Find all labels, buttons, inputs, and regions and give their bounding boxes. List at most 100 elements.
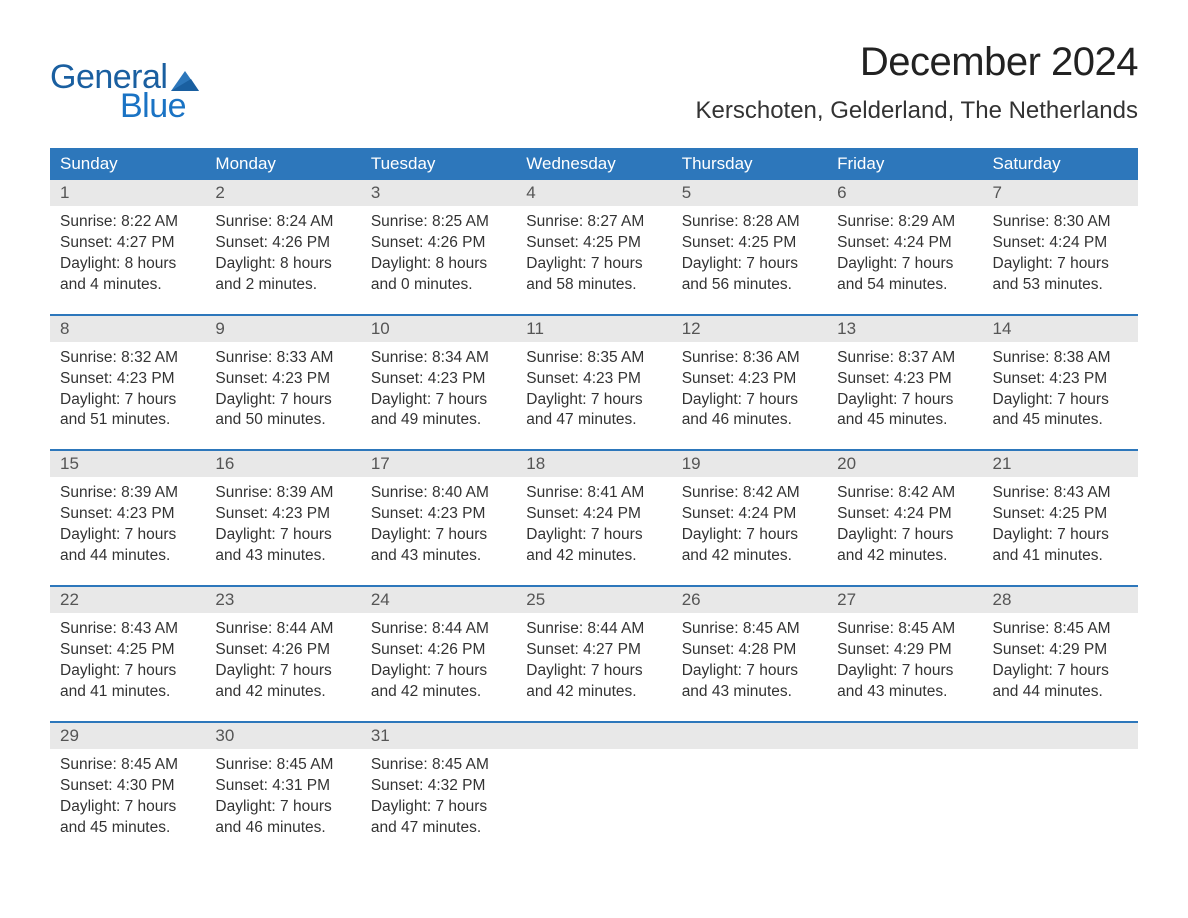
weekday-header: Sunday: [50, 148, 205, 180]
sunset-line: Sunset: 4:25 PM: [682, 233, 817, 254]
daylight-line-2: and 42 minutes.: [526, 546, 661, 567]
daylight-line-1: Daylight: 7 hours: [60, 525, 195, 546]
sunrise-line: Sunrise: 8:22 AM: [60, 212, 195, 233]
daylight-line-1: Daylight: 7 hours: [993, 390, 1128, 411]
day-detail-cell: Sunrise: 8:39 AMSunset: 4:23 PMDaylight:…: [50, 477, 205, 567]
sunset-line: Sunset: 4:24 PM: [837, 504, 972, 525]
day-details-row: Sunrise: 8:32 AMSunset: 4:23 PMDaylight:…: [50, 342, 1138, 432]
sunset-line: Sunset: 4:27 PM: [526, 640, 661, 661]
day-number: 24: [361, 587, 516, 613]
weekday-header: Saturday: [983, 148, 1138, 180]
day-number: 4: [516, 180, 671, 206]
day-detail-cell: Sunrise: 8:24 AMSunset: 4:26 PMDaylight:…: [205, 206, 360, 296]
day-detail-cell: Sunrise: 8:45 AMSunset: 4:31 PMDaylight:…: [205, 749, 360, 839]
daylight-line-1: Daylight: 8 hours: [215, 254, 350, 275]
day-number: 18: [516, 451, 671, 477]
sunrise-line: Sunrise: 8:39 AM: [60, 483, 195, 504]
day-detail-cell: Sunrise: 8:40 AMSunset: 4:23 PMDaylight:…: [361, 477, 516, 567]
daylight-line-1: Daylight: 7 hours: [682, 525, 817, 546]
day-number: 10: [361, 316, 516, 342]
logo-text-blue: Blue: [120, 87, 199, 126]
day-number-row: 891011121314: [50, 316, 1138, 342]
day-detail-cell: Sunrise: 8:45 AMSunset: 4:29 PMDaylight:…: [983, 613, 1138, 703]
day-detail-cell: Sunrise: 8:37 AMSunset: 4:23 PMDaylight:…: [827, 342, 982, 432]
day-number-row: 15161718192021: [50, 451, 1138, 477]
sunset-line: Sunset: 4:23 PM: [526, 369, 661, 390]
daylight-line-1: Daylight: 7 hours: [215, 390, 350, 411]
day-detail-cell: [827, 749, 982, 839]
day-number: 6: [827, 180, 982, 206]
day-number: 3: [361, 180, 516, 206]
daylight-line-1: Daylight: 7 hours: [682, 661, 817, 682]
sunset-line: Sunset: 4:26 PM: [371, 233, 506, 254]
sunset-line: Sunset: 4:23 PM: [993, 369, 1128, 390]
day-detail-cell: Sunrise: 8:45 AMSunset: 4:29 PMDaylight:…: [827, 613, 982, 703]
daylight-line-2: and 45 minutes.: [993, 410, 1128, 431]
day-number: 27: [827, 587, 982, 613]
sunset-line: Sunset: 4:25 PM: [526, 233, 661, 254]
daylight-line-1: Daylight: 7 hours: [60, 797, 195, 818]
daylight-line-2: and 41 minutes.: [60, 682, 195, 703]
daylight-line-2: and 42 minutes.: [837, 546, 972, 567]
sunrise-line: Sunrise: 8:44 AM: [371, 619, 506, 640]
sunrise-line: Sunrise: 8:45 AM: [371, 755, 506, 776]
sunrise-line: Sunrise: 8:43 AM: [993, 483, 1128, 504]
daylight-line-1: Daylight: 7 hours: [837, 525, 972, 546]
day-number: 11: [516, 316, 671, 342]
daylight-line-1: Daylight: 7 hours: [371, 661, 506, 682]
day-number: 21: [983, 451, 1138, 477]
calendar-week: 22232425262728Sunrise: 8:43 AMSunset: 4:…: [50, 585, 1138, 703]
day-number: 31: [361, 723, 516, 749]
daylight-line-2: and 46 minutes.: [682, 410, 817, 431]
daylight-line-2: and 50 minutes.: [215, 410, 350, 431]
sunrise-line: Sunrise: 8:30 AM: [993, 212, 1128, 233]
calendar-week: 15161718192021Sunrise: 8:39 AMSunset: 4:…: [50, 449, 1138, 567]
daylight-line-1: Daylight: 7 hours: [215, 525, 350, 546]
day-detail-cell: Sunrise: 8:35 AMSunset: 4:23 PMDaylight:…: [516, 342, 671, 432]
day-detail-cell: Sunrise: 8:28 AMSunset: 4:25 PMDaylight:…: [672, 206, 827, 296]
sunset-line: Sunset: 4:26 PM: [371, 640, 506, 661]
day-details-row: Sunrise: 8:22 AMSunset: 4:27 PMDaylight:…: [50, 206, 1138, 296]
sunrise-line: Sunrise: 8:28 AM: [682, 212, 817, 233]
calendar-week: 891011121314Sunrise: 8:32 AMSunset: 4:23…: [50, 314, 1138, 432]
day-number: 20: [827, 451, 982, 477]
sunset-line: Sunset: 4:24 PM: [526, 504, 661, 525]
daylight-line-2: and 54 minutes.: [837, 275, 972, 296]
daylight-line-2: and 44 minutes.: [60, 546, 195, 567]
day-number: 8: [50, 316, 205, 342]
day-detail-cell: Sunrise: 8:42 AMSunset: 4:24 PMDaylight:…: [672, 477, 827, 567]
day-detail-cell: [516, 749, 671, 839]
day-detail-cell: Sunrise: 8:45 AMSunset: 4:28 PMDaylight:…: [672, 613, 827, 703]
sunrise-line: Sunrise: 8:45 AM: [837, 619, 972, 640]
sunrise-line: Sunrise: 8:36 AM: [682, 348, 817, 369]
sunrise-line: Sunrise: 8:35 AM: [526, 348, 661, 369]
daylight-line-1: Daylight: 7 hours: [993, 661, 1128, 682]
weekday-header: Wednesday: [516, 148, 671, 180]
sunset-line: Sunset: 4:23 PM: [682, 369, 817, 390]
day-detail-cell: Sunrise: 8:39 AMSunset: 4:23 PMDaylight:…: [205, 477, 360, 567]
daylight-line-2: and 46 minutes.: [215, 818, 350, 839]
daylight-line-1: Daylight: 7 hours: [371, 390, 506, 411]
weekday-header-row: Sunday Monday Tuesday Wednesday Thursday…: [50, 148, 1138, 180]
sunset-line: Sunset: 4:23 PM: [837, 369, 972, 390]
day-number: 2: [205, 180, 360, 206]
sunset-line: Sunset: 4:23 PM: [371, 504, 506, 525]
daylight-line-2: and 0 minutes.: [371, 275, 506, 296]
weekday-header: Tuesday: [361, 148, 516, 180]
day-number: [983, 723, 1138, 749]
daylight-line-1: Daylight: 8 hours: [60, 254, 195, 275]
sunset-line: Sunset: 4:24 PM: [837, 233, 972, 254]
sunset-line: Sunset: 4:32 PM: [371, 776, 506, 797]
sunrise-line: Sunrise: 8:44 AM: [215, 619, 350, 640]
daylight-line-2: and 45 minutes.: [60, 818, 195, 839]
daylight-line-2: and 56 minutes.: [682, 275, 817, 296]
daylight-line-2: and 42 minutes.: [682, 546, 817, 567]
daylight-line-1: Daylight: 7 hours: [371, 525, 506, 546]
daylight-line-2: and 45 minutes.: [837, 410, 972, 431]
daylight-line-2: and 43 minutes.: [371, 546, 506, 567]
sunrise-line: Sunrise: 8:29 AM: [837, 212, 972, 233]
daylight-line-1: Daylight: 8 hours: [371, 254, 506, 275]
daylight-line-2: and 51 minutes.: [60, 410, 195, 431]
sunrise-line: Sunrise: 8:24 AM: [215, 212, 350, 233]
daylight-line-1: Daylight: 7 hours: [215, 661, 350, 682]
